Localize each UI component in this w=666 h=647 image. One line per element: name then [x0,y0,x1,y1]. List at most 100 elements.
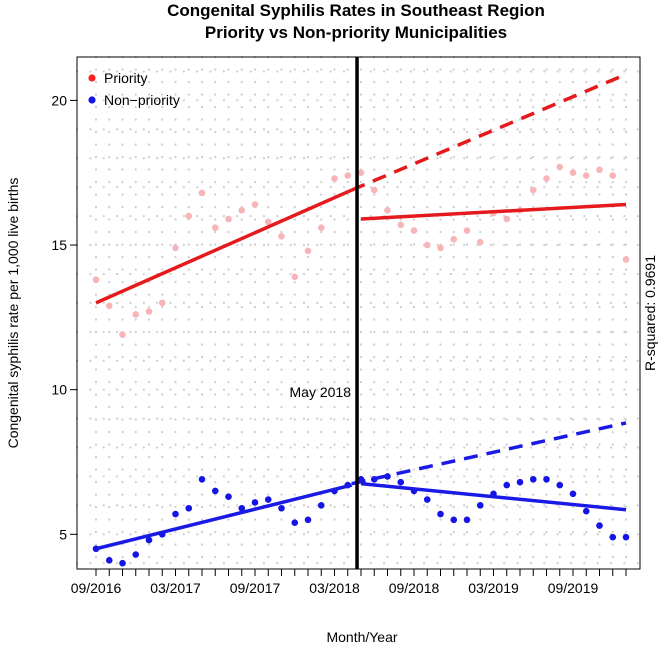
point-priority [304,247,312,255]
point-priority [569,169,577,177]
y-tick-label: 5 [59,526,67,542]
point-priority [185,212,193,220]
x-tick-label: 03/2018 [309,580,360,596]
x-tick-label: 09/2018 [389,580,440,596]
counterfactual-priority [351,72,627,192]
point-non-priority [264,496,272,503]
plot-frame [76,56,641,570]
point-non-priority [476,502,484,509]
point-non-priority [609,533,617,541]
point-priority [450,235,458,243]
point-non-priority [211,487,219,495]
point-non-priority [397,478,405,486]
point-non-priority [516,478,524,486]
point-priority [92,276,100,284]
point-priority [582,172,590,179]
point-non-priority [291,519,299,527]
point-non-priority [569,490,577,498]
point-non-priority [543,476,550,483]
point-non-priority [529,476,537,483]
point-priority [437,244,444,252]
y-tick-label: 20 [51,92,67,108]
y-tick-label: 10 [51,382,67,398]
point-priority [211,224,219,231]
chart-subtitle: Priority vs Non-priority Municipalities [205,23,507,42]
point-non-priority [132,551,140,558]
point-non-priority [304,516,312,524]
point-priority [543,175,550,182]
pre-trend-priority [95,188,353,305]
point-non-priority [503,481,511,489]
point-priority [397,221,405,229]
point-non-priority [145,536,153,544]
point-priority [370,186,378,194]
point-priority [264,218,272,226]
point-non-priority [198,476,206,483]
trend-lines [95,57,627,569]
point-non-priority [251,499,259,506]
point-priority [556,163,564,171]
x-axis-label: Month/Year [326,629,397,645]
point-non-priority [238,504,246,512]
point-priority [384,207,391,214]
x-tick-label: 09/2019 [548,580,599,596]
point-priority [198,189,206,197]
point-non-priority [423,496,431,503]
x-tick-label: 03/2019 [468,580,519,596]
point-priority [410,227,418,234]
x-tick-label: 09/2017 [230,580,281,596]
legend-label-non-priority: Non−priority [104,92,180,108]
point-priority [357,169,365,177]
y-tick-label: 15 [51,237,67,253]
chart-title: Congenital Syphilis Rates in Southeast R… [167,1,545,20]
point-non-priority [556,481,564,489]
point-priority [622,256,630,263]
point-priority [609,172,617,179]
point-non-priority [317,502,325,509]
point-priority [172,244,179,252]
point-priority [105,302,113,310]
point-non-priority [172,510,179,518]
legend-marker-priority [88,74,96,82]
point-priority [251,201,259,208]
point-priority [158,299,166,307]
point-non-priority [105,557,113,564]
point-priority [423,241,431,249]
point-priority [503,215,511,223]
point-priority [291,273,299,281]
point-non-priority [622,533,630,541]
pre-trend-non-priority [95,483,353,551]
point-priority [331,175,338,182]
point-priority [278,233,285,240]
point-priority [476,238,484,246]
post-trend-non-priority [360,481,627,512]
point-priority [596,166,603,174]
legend-label-priority: Priority [104,70,148,86]
point-non-priority [437,510,444,518]
point-priority [463,227,471,234]
point-non-priority [463,516,471,524]
counterfactual-non-priority [351,421,627,486]
intervention-label: May 2018 [290,384,352,400]
point-non-priority [582,507,590,515]
axes: 09/2016 03/2017 09/2017 03/2018 09/2018 03/20… [51,92,627,596]
post-trend-priority [360,202,627,221]
y-axis-label: Congenital syphilis rate per 1,000 live … [5,178,21,449]
point-priority [317,224,325,231]
point-priority [225,215,232,223]
legend: Priority Non−priority [88,70,180,108]
point-non-priority [119,559,126,567]
point-non-priority [596,522,603,529]
point-priority [145,308,153,315]
point-non-priority [450,516,458,524]
legend-marker-non-priority [88,96,96,104]
r-squared-label: R-squared: 0.9691 [642,255,658,371]
x-tick-label: 09/2016 [71,580,122,596]
point-priority [132,311,140,318]
point-priority [344,172,352,179]
point-priority [529,186,537,194]
point-non-priority [225,493,232,500]
point-non-priority [278,504,285,512]
point-priority [119,331,126,338]
x-tick-label: 03/2017 [150,580,201,596]
